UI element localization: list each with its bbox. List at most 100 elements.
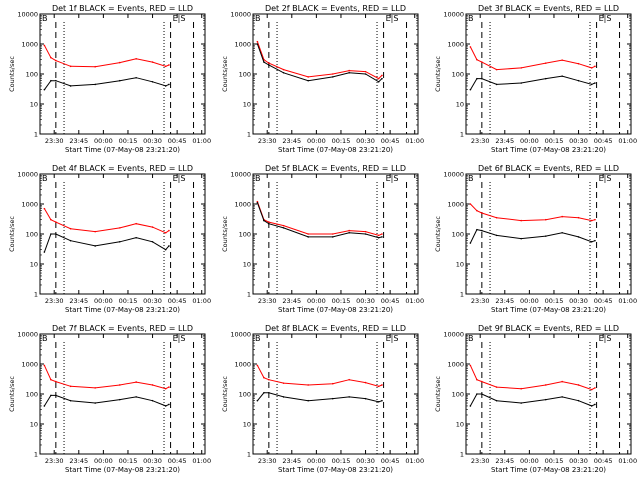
x-tick-label: 23:30 (45, 297, 64, 305)
x-tick-label: 00:45 (594, 457, 613, 465)
corner-label-right: E|S (173, 174, 186, 183)
x-tick-label: 00:45 (168, 137, 187, 145)
events-series-point (263, 219, 265, 222)
x-tick-label: 00:15 (119, 297, 138, 305)
events-series-point (268, 64, 270, 66)
x-tick-label: 00:30 (356, 457, 375, 465)
corner-label-left: B (42, 174, 48, 183)
panel-title: Det 1f BLACK = Events, RED = LLD (52, 4, 193, 13)
y-tick-label: 10 (456, 421, 464, 429)
detector-panel: Det 6f BLACK = Events, RED = LLD 1 10 100 10… (434, 164, 637, 314)
events-series-point (594, 82, 596, 84)
events-series-point (476, 393, 478, 395)
events-series-point (256, 201, 259, 204)
events-series-point (94, 83, 96, 86)
lld-series-line (256, 41, 383, 80)
panel-title: Det 3f BLACK = Events, RED = LLD (478, 4, 619, 13)
x-tick-label: 00:30 (356, 297, 375, 305)
lld-series-point (577, 384, 580, 386)
lld-series-point (544, 218, 547, 221)
events-series-point (135, 396, 137, 398)
events-series-point (364, 233, 367, 235)
events-series-point (69, 85, 72, 87)
lld-series-point (135, 58, 137, 60)
panel-title: Det 6f BLACK = Events, RED = LLD (478, 164, 619, 173)
events-series-point (43, 88, 46, 91)
corner-label-left: B (468, 14, 474, 23)
events-series-point (256, 399, 259, 402)
lld-series-point (469, 364, 472, 367)
events-series-point (331, 76, 334, 78)
detector-panel: Det 5f BLACK = Events, RED = LLD 1 10 100 10… (221, 164, 424, 314)
lld-series-point (151, 61, 154, 63)
events-series-line (43, 77, 170, 90)
events-series-point (118, 240, 121, 243)
corner-label-right: E|S (173, 14, 186, 23)
y-axis-label: Counts/sec (434, 56, 442, 92)
lld-series-point (381, 74, 383, 77)
plot-frame (252, 333, 419, 455)
events-series-point (469, 405, 472, 407)
lld-series-point (476, 378, 478, 381)
y-tick-label: 10 (243, 101, 251, 109)
panel-title: Det 8f BLACK = Events, RED = LLD (265, 324, 406, 333)
x-tick-label: 23:30 (45, 137, 64, 145)
lld-series-point (331, 233, 334, 235)
x-tick-label: 00:15 (119, 137, 138, 145)
lld-series-point (256, 364, 259, 367)
y-tick-label: 10 (243, 261, 251, 269)
events-series-point (377, 400, 380, 403)
y-tick-label: 10 (456, 261, 464, 269)
lld-series-point (282, 224, 285, 227)
y-tick-label: 10000 (17, 331, 38, 339)
events-series-point (381, 399, 383, 402)
events-series-point (377, 236, 380, 239)
lld-series-line (469, 46, 596, 71)
events-series-point (331, 236, 334, 238)
lld-series-point (364, 70, 367, 73)
corner-label-left: B (42, 334, 48, 343)
y-tick-label: 1000 (234, 41, 251, 49)
events-series-point (151, 240, 154, 243)
events-series-line (257, 392, 383, 403)
x-tick-label: 00:30 (569, 457, 588, 465)
lld-series-point (331, 73, 334, 75)
events-series-line (256, 202, 383, 239)
detector-panel: Det 2f BLACK = Events, RED = LLD 1 10 100 10… (221, 4, 424, 154)
events-series-point (135, 76, 137, 79)
panel-title: Det 5f BLACK = Events, RED = LLD (265, 164, 406, 173)
lld-series-point (481, 380, 483, 383)
events-series-point (282, 227, 285, 229)
y-tick-label: 100 (239, 71, 251, 79)
y-axis-label: Counts/sec (221, 56, 229, 92)
lld-series-point (50, 218, 52, 221)
lld-series-point (263, 376, 265, 379)
plot-frame (39, 173, 206, 295)
x-tick-label: 01:00 (618, 297, 637, 305)
x-axis-label: Start Time (07-May-08 23:21:20) (278, 466, 393, 474)
x-tick-label: 01:00 (618, 137, 637, 145)
lld-series-point (307, 76, 309, 78)
detector-panel: Det 7f BLACK = Events, RED = LLD 1 10 100 10… (8, 324, 211, 474)
events-series-point (282, 71, 285, 74)
y-tick-label: 100 (26, 71, 38, 79)
y-tick-label: 1 (34, 451, 38, 459)
lld-series-point (520, 219, 522, 222)
lld-series-point (135, 222, 137, 225)
x-tick-label: 00:15 (332, 297, 351, 305)
x-tick-label: 01:00 (192, 137, 211, 145)
events-series-point (268, 222, 270, 225)
events-series-point (590, 405, 593, 407)
lld-series-point (69, 385, 72, 388)
y-tick-label: 1 (34, 131, 38, 139)
lld-series-point (364, 381, 367, 384)
events-series-point (481, 229, 483, 232)
events-series-point (50, 233, 52, 235)
x-tick-label: 00:15 (545, 297, 564, 305)
events-series-point (381, 236, 383, 238)
lld-series-point (164, 65, 167, 68)
events-series-point (348, 231, 350, 234)
y-tick-label: 10000 (230, 11, 251, 19)
x-axis-label: Start Time (07-May-08 23:21:20) (65, 306, 180, 314)
events-series-point (135, 236, 137, 239)
